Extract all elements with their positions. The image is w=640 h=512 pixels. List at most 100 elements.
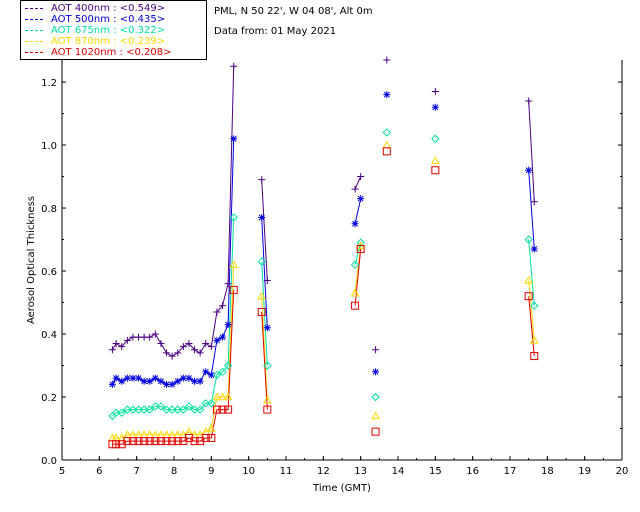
location-text: PML, N 50 22', W 04 08', Alt 0m <box>214 6 373 17</box>
data-point-4 <box>224 405 233 414</box>
data-point-0 <box>168 352 176 360</box>
data-point-0 <box>219 302 227 310</box>
data-point-2 <box>156 402 166 411</box>
series-line-1-1 <box>261 217 268 328</box>
series-line-0-2 <box>354 176 362 190</box>
series-line-1-0 <box>111 138 235 385</box>
data-point-1 <box>163 380 171 388</box>
data-point-2 <box>350 260 360 269</box>
data-point-4 <box>263 405 272 414</box>
data-point-4 <box>151 437 160 446</box>
data-point-1 <box>112 374 120 382</box>
data-point-0 <box>213 308 221 316</box>
data-point-2 <box>111 408 121 417</box>
data-point-2 <box>179 405 188 414</box>
data-point-2 <box>263 361 272 370</box>
data-point-3 <box>212 392 222 401</box>
data-point-1 <box>258 213 266 221</box>
data-point-4 <box>173 437 182 446</box>
data-point-0 <box>357 173 365 181</box>
data-point-1 <box>118 377 126 385</box>
data-point-2 <box>223 361 233 370</box>
data-point-2 <box>145 405 154 414</box>
data-point-0 <box>351 185 359 193</box>
data-point-4 <box>530 352 539 361</box>
data-point-4 <box>351 301 360 310</box>
data-point-0 <box>530 198 538 206</box>
legend-swatch-500 <box>25 18 43 20</box>
series-line-4-6 <box>528 296 535 357</box>
data-point-1 <box>202 368 210 376</box>
data-point-2 <box>151 402 160 411</box>
data-point-2 <box>173 405 182 414</box>
data-point-3 <box>223 392 233 401</box>
legend-label-500: AOT 500nm : <0.435> <box>51 14 166 25</box>
series-line-4-2 <box>354 248 362 306</box>
data-point-1 <box>140 377 148 385</box>
series-line-0-6 <box>528 100 535 202</box>
data-point-2 <box>371 392 380 402</box>
data-point-0 <box>263 276 271 284</box>
x-tick-label: 12 <box>317 466 330 477</box>
x-tick-label: 5 <box>59 466 65 477</box>
data-point-4 <box>156 437 165 446</box>
data-point-3 <box>529 335 539 344</box>
data-point-0 <box>179 343 187 351</box>
data-point-4 <box>140 437 149 446</box>
series-line-2-6 <box>528 239 535 306</box>
data-point-4 <box>201 433 210 442</box>
data-point-0 <box>196 349 204 357</box>
x-tick-label: 10 <box>242 466 255 477</box>
series-line-2-2 <box>354 242 362 265</box>
legend-entry-500: AOT 500nm : <0.435> <box>25 14 165 26</box>
data-point-1 <box>129 374 137 382</box>
legend-label-870: AOT 870nm : <0.239> <box>51 36 166 47</box>
data-point-4 <box>431 166 440 175</box>
data-point-4 <box>168 437 177 446</box>
legend-entry-675: AOT 675nm : <0.322> <box>25 25 165 37</box>
y-tick-label: 0.8 <box>41 204 57 215</box>
data-point-3 <box>350 288 360 297</box>
y-tick-label: 1.0 <box>41 141 57 152</box>
data-point-0 <box>157 339 165 347</box>
data-point-3 <box>382 140 392 149</box>
x-tick-label: 8 <box>171 466 177 477</box>
data-point-2 <box>184 402 194 411</box>
data-point-2 <box>356 238 365 247</box>
legend-entry-870: AOT 870nm : <0.239> <box>25 36 165 48</box>
legend: AOT 400nm : <0.549> AOT 500nm : <0.435> … <box>20 0 207 60</box>
data-point-1 <box>123 374 131 382</box>
y-tick-label: 0.2 <box>41 393 57 404</box>
data-point-1 <box>383 91 391 99</box>
data-point-3 <box>206 423 216 432</box>
x-tick-label: 13 <box>354 466 367 477</box>
x-tick-label: 7 <box>133 466 139 477</box>
data-point-4 <box>123 437 132 446</box>
y-tick-label: 0.0 <box>41 456 57 467</box>
data-point-1 <box>525 166 533 174</box>
data-point-2 <box>139 405 149 414</box>
data-point-2 <box>257 257 266 266</box>
data-point-1 <box>263 324 271 332</box>
data-point-2 <box>229 213 238 222</box>
data-point-4 <box>207 433 216 442</box>
data-point-2 <box>530 301 539 310</box>
data-point-3 <box>371 411 380 420</box>
series-line-4-1 <box>261 311 268 410</box>
series-line-3-6 <box>528 280 535 341</box>
data-point-2 <box>128 405 138 414</box>
series-line-0-1 <box>261 179 268 281</box>
x-tick-label: 19 <box>578 466 591 477</box>
data-point-2 <box>117 408 126 417</box>
x-tick-label: 17 <box>504 466 517 477</box>
data-point-4 <box>145 437 154 446</box>
data-point-1 <box>372 368 380 376</box>
data-point-3 <box>218 392 227 401</box>
data-point-3 <box>524 275 534 284</box>
x-tick-label: 6 <box>96 466 102 477</box>
data-point-1 <box>185 374 193 382</box>
data-point-0 <box>372 346 380 354</box>
data-point-0 <box>224 280 232 288</box>
data-point-2 <box>524 235 533 244</box>
legend-swatch-400 <box>25 7 43 9</box>
